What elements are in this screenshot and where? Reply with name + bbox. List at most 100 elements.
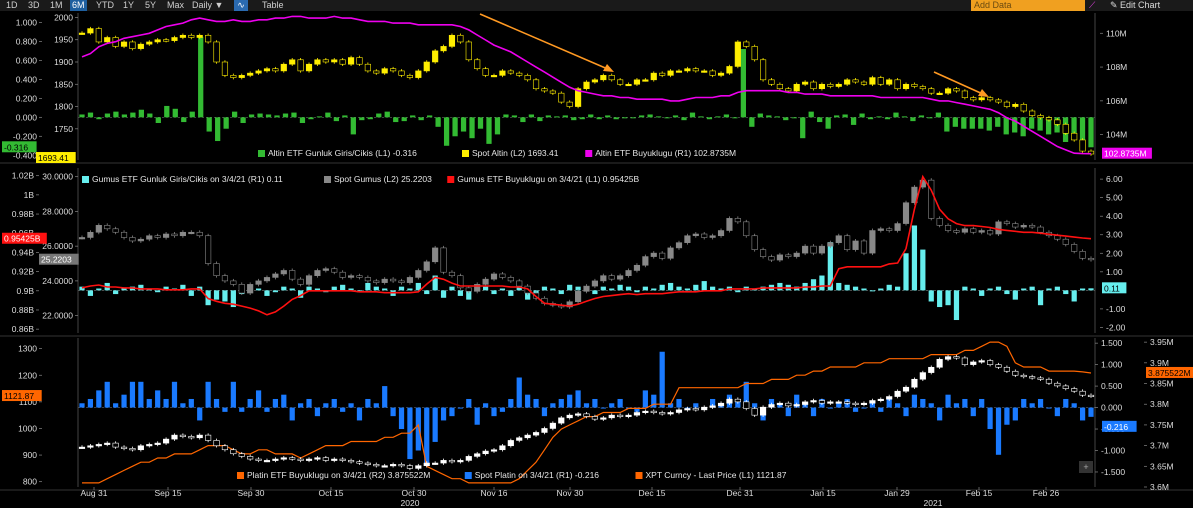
range-1d-button[interactable]: 1D [6,0,18,10]
gold-price-candle [532,79,540,90]
gold-price-candle [423,61,430,72]
platinum-price-candle [844,401,851,404]
silver-flow-bar [96,288,102,291]
add-data-input[interactable]: Add Data [971,0,1085,11]
platinum-flow-bar [533,398,539,408]
line-chart-icon[interactable]: ∿ [234,0,248,11]
gold-price-candle [928,88,935,94]
platinum-flow-bar [138,381,144,408]
draw-tool-icon[interactable]: ⟋ [1089,0,1096,10]
gold-flow-bar [401,117,407,122]
platinum-flow-bar [449,407,455,417]
silver-flow-bar [928,290,934,302]
platinum-price-candle [457,460,464,463]
silver-price-candle [701,233,708,238]
silver-size-tick: 0.9B [17,286,35,296]
zoom-icon [1079,461,1093,473]
gold-price-candle [911,83,918,87]
gold-price-candle [1087,150,1095,155]
range-ytd-button[interactable]: YTD [96,0,114,10]
range-3d-button[interactable]: 3D [28,0,40,10]
table-button[interactable]: Table [262,0,284,10]
silver-flow-bar [920,249,926,291]
gold-flow-bar [740,49,746,118]
platinum-price-candle [398,464,405,467]
silver-price-candle [146,235,153,240]
x-axis-label: Oct 15 [318,488,343,498]
range-1m-button[interactable]: 1M [50,0,63,10]
platinum-price-candle [692,408,699,411]
legend-swatch [324,176,331,183]
gold-flow-bar [630,117,636,119]
silver-flow-bar [1071,290,1077,302]
platinum-price-candle [263,460,271,463]
gold-price-candle [104,37,111,43]
platinum-flow-bar [163,398,169,408]
gold-price-candle [978,97,985,101]
platinum-flow-bar [827,407,833,409]
gold-price-candle [877,77,884,85]
gold-flow-bar [155,117,161,124]
platinum-flow-bar [609,403,615,408]
platinum-flow-bar [600,407,606,409]
silver-price-candle [339,271,346,278]
platinum-flow-bar [331,398,337,408]
silver-price-candle [1071,244,1078,252]
range-6m-button[interactable]: 6M [70,0,87,11]
platinum-flow-bar [541,407,548,417]
range-1y-button[interactable]: 1Y [123,0,135,10]
gold-size-tick: 108M [1106,62,1127,72]
platinum-price-candle [617,414,624,417]
platinum-price-candle [137,445,144,451]
gold-flow-bar [757,113,763,118]
silver-price-tick: 30.0000 [42,172,73,182]
silver-flow-bar [550,288,556,291]
silver-price-candle [684,235,691,243]
gold-price-candle [474,59,481,69]
gold-price-candle [835,83,842,87]
platinum-flow-bar [180,403,186,408]
platinum-flow-bar [895,403,901,408]
gold-flow-bar [842,114,848,118]
silver-flow-bar [1029,286,1035,291]
platinum-price-candle [701,406,708,411]
range-5y-button[interactable]: 5Y [145,0,157,10]
silver-price-candle [869,230,876,254]
platinum-flow-bar [995,407,1002,455]
platinum-price-candle [558,417,565,424]
interval-dropdown[interactable]: Daily ▼ [192,0,224,10]
platinum-price-candle [331,458,338,461]
platinum-flow-bar [129,381,136,408]
x-axis-label: Sep 30 [238,488,265,498]
gold-flow-bar [918,115,925,118]
silver-price-candle [625,270,632,276]
platinum-price-candle [961,357,968,365]
platinum-price-candle [978,360,985,363]
gold-price-candle [516,72,523,76]
silver-flow-bar [617,284,623,291]
platinum-price-candle [532,432,540,436]
platinum-price-tick: 1300 [18,344,37,354]
legend-swatch [447,176,455,183]
range-max-button[interactable]: Max [167,0,185,10]
edit-chart-button[interactable]: ✎ Edit Chart [1110,0,1161,10]
gold-flow-bar [1003,117,1009,135]
x-axis-label: Dec 31 [727,488,754,498]
gold-flow-bar [783,117,789,121]
platinum-price-candle [87,445,94,448]
platinum-flow-bar [1021,398,1027,408]
gold-flow-bar [206,117,212,132]
gold-flow-bar [257,113,263,118]
gold-price-candle [524,75,531,81]
platinum-flow-bar [642,390,648,408]
legend-label: Altin ETF Gunluk Giris/Cikis (L1) -0.316 [268,148,417,158]
gold-flow-bar [749,117,755,127]
platinum-price-tick: 800 [23,477,37,487]
silver-flow-bar [482,286,489,291]
silver-price-candle [860,240,868,254]
gold-flow-bar [867,117,874,120]
gold-flow-bar [189,111,195,118]
silver-flow-bar [348,288,354,291]
gold-flow-bar [1079,117,1086,148]
platinum-flow-bar [314,407,321,417]
